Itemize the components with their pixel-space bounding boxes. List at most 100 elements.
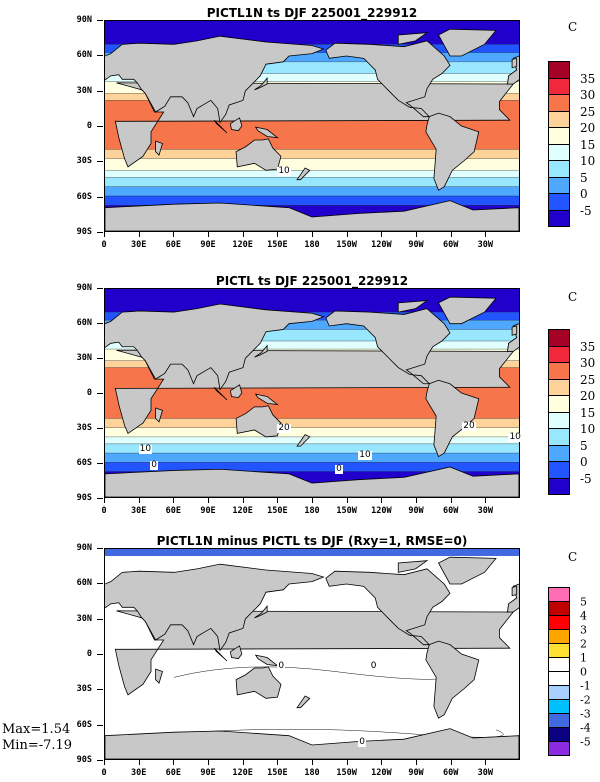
y-tick bbox=[97, 724, 103, 726]
max-stat: Max=1.54 bbox=[2, 722, 71, 737]
x-tick-label: 60W bbox=[442, 506, 459, 516]
colorbar-swatch bbox=[548, 643, 570, 658]
colorbar bbox=[548, 61, 570, 227]
x-tick-label: 120W bbox=[371, 240, 392, 250]
contour-band bbox=[105, 329, 519, 341]
x-tick bbox=[242, 760, 244, 765]
colorbar-unit: C bbox=[568, 290, 578, 304]
x-tick bbox=[450, 498, 452, 503]
x-tick bbox=[416, 232, 417, 237]
colorbar-swatch bbox=[548, 329, 570, 347]
x-tick-label: 180 bbox=[304, 506, 320, 516]
contour-band bbox=[105, 436, 519, 444]
land-mass bbox=[326, 41, 450, 117]
colorbar-swatch bbox=[548, 629, 570, 644]
colorbar-label: 2 bbox=[580, 637, 587, 651]
contour-label: 10 bbox=[508, 432, 522, 443]
y-tick bbox=[97, 393, 103, 394]
land-mass bbox=[439, 557, 497, 584]
land-mass bbox=[255, 606, 268, 618]
y-tick bbox=[97, 428, 103, 429]
x-tick bbox=[242, 232, 244, 237]
y-tick bbox=[97, 689, 103, 691]
y-tick-label: 60N bbox=[76, 318, 92, 328]
x-tick bbox=[381, 760, 383, 765]
x-tick bbox=[450, 232, 452, 237]
land-mass bbox=[105, 201, 519, 231]
x-tick bbox=[277, 760, 279, 765]
colorbar-swatch bbox=[548, 615, 570, 630]
colorbar-swatch bbox=[548, 345, 570, 363]
colorbar-label: 25 bbox=[580, 104, 596, 119]
colorbar-swatch bbox=[548, 461, 570, 479]
contour-band bbox=[105, 52, 519, 62]
colorbar-label: 4 bbox=[580, 609, 587, 623]
y-tick-label: 60N bbox=[76, 50, 92, 61]
land-mass bbox=[105, 564, 324, 650]
land-mass bbox=[256, 655, 278, 666]
y-tick bbox=[97, 654, 103, 655]
colorbar-swatch bbox=[548, 193, 570, 211]
y-tick-label: 30N bbox=[76, 85, 92, 96]
colorbar-label: 15 bbox=[580, 137, 596, 152]
land-mass bbox=[156, 408, 163, 422]
y-tick bbox=[97, 196, 103, 198]
land-mass bbox=[156, 141, 163, 155]
x-tick-label: 150W bbox=[336, 506, 357, 516]
x-tick bbox=[312, 498, 313, 503]
min-stat: Min=-7.19 bbox=[2, 738, 73, 753]
colorbar-swatch bbox=[548, 176, 570, 194]
contour-band bbox=[105, 427, 519, 437]
contour-band bbox=[105, 549, 519, 556]
colorbar-label: 0 bbox=[580, 665, 587, 679]
colorbar-label: 15 bbox=[580, 405, 596, 420]
colorbar bbox=[548, 587, 570, 756]
x-tick bbox=[104, 232, 105, 237]
land-mass bbox=[326, 309, 450, 384]
x-tick-label: 60W bbox=[442, 240, 459, 250]
panel-title: PICTL1N minus PICTL ts DJF (Rxy=1, RMSE=… bbox=[156, 534, 468, 548]
x-tick-label: 0 bbox=[101, 506, 107, 516]
contour-band bbox=[105, 443, 519, 454]
contour-band bbox=[105, 170, 519, 178]
contour-band bbox=[105, 453, 519, 463]
land-mass bbox=[105, 467, 519, 497]
y-tick-label: 30S bbox=[76, 684, 92, 695]
contour-label: 0 bbox=[277, 660, 286, 671]
x-tick bbox=[416, 760, 417, 765]
y-tick bbox=[97, 323, 103, 324]
y-tick bbox=[97, 126, 103, 127]
y-tick bbox=[97, 463, 103, 464]
land-mass bbox=[398, 301, 427, 313]
x-tick-label: 120W bbox=[371, 506, 392, 516]
colorbar-swatch bbox=[548, 713, 570, 728]
land-mass bbox=[512, 58, 517, 67]
colorbar-label: -1 bbox=[580, 679, 591, 693]
y-tick-label: 60N bbox=[76, 578, 92, 589]
x-tick bbox=[312, 760, 313, 765]
x-tick-label: 0 bbox=[101, 768, 107, 778]
colorbar-label: 0 bbox=[580, 455, 588, 469]
contour-label: 20 bbox=[277, 423, 291, 433]
colorbar-swatch bbox=[548, 741, 570, 756]
land-mass bbox=[512, 586, 517, 595]
x-tick bbox=[416, 498, 417, 503]
colorbar-swatch bbox=[548, 127, 570, 145]
colorbar-label: 25 bbox=[580, 372, 596, 387]
colorbar-label: -5 bbox=[580, 735, 591, 749]
colorbar-swatch bbox=[548, 671, 570, 686]
x-tick-label: 60E bbox=[165, 506, 182, 516]
land-mass bbox=[297, 435, 310, 447]
x-tick-label: 90W bbox=[408, 768, 424, 778]
land-mass bbox=[439, 29, 497, 56]
x-tick-label: 180 bbox=[304, 768, 320, 778]
contour-band bbox=[105, 196, 519, 206]
x-tick-label: 30E bbox=[130, 768, 147, 778]
y-tick-label: 60S bbox=[76, 191, 92, 202]
x-tick-label: 90E bbox=[200, 768, 216, 778]
contour-band bbox=[105, 418, 519, 428]
land-mass bbox=[439, 297, 497, 324]
x-tick-label: 180 bbox=[304, 240, 320, 250]
land-mass bbox=[256, 394, 278, 404]
contour-label: 10 bbox=[277, 165, 291, 176]
